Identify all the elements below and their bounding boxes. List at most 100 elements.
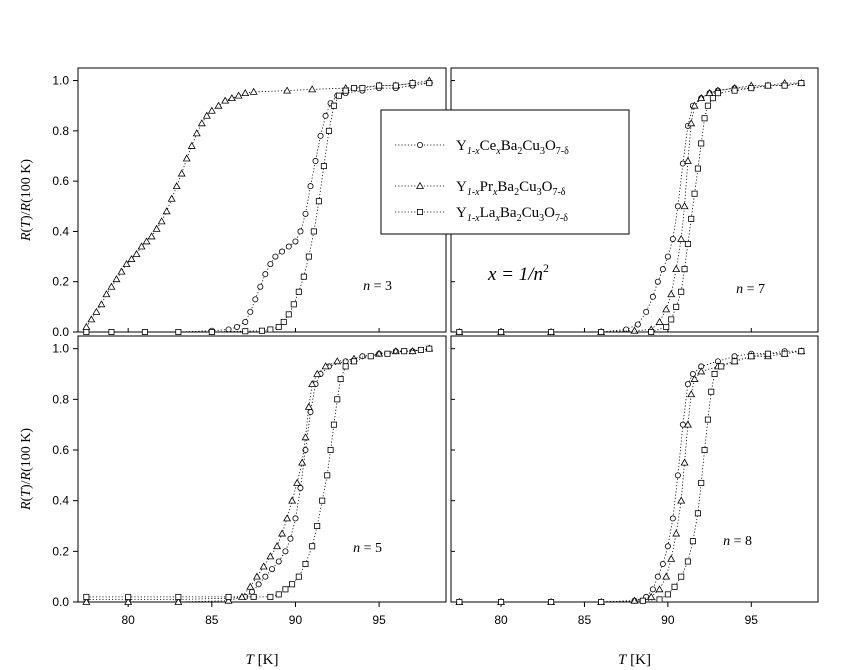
panel-frame (77, 335, 447, 603)
data-point-la (83, 328, 90, 335)
data-point-pr (308, 380, 317, 388)
data-point-pr (680, 202, 689, 210)
data-point-pr (680, 458, 689, 466)
data-point-la (708, 388, 715, 395)
data-point-la (302, 561, 309, 568)
data-point-ce (302, 210, 309, 217)
data-point-ce (322, 112, 329, 119)
data-point-ce (275, 558, 282, 565)
legend-label-sub4: 3 (540, 146, 545, 157)
data-point-pr (137, 242, 146, 250)
data-point-pr (283, 514, 292, 522)
data-point-pr (249, 87, 258, 95)
legend-label-sub2: x (492, 187, 498, 198)
data-point-pr (304, 402, 313, 410)
legend-label-mid: Ba (501, 138, 518, 154)
data-point-la (83, 593, 90, 600)
data-point-la (285, 311, 292, 318)
x-axis-label-t: T (246, 652, 256, 668)
data-point-la (327, 446, 334, 453)
data-point-la (367, 353, 374, 360)
data-point-ce (297, 228, 304, 235)
data-point-ce (649, 586, 656, 593)
legend-label-sub5: 7-δ (556, 146, 569, 157)
data-point-la (376, 82, 383, 89)
data-point-ce (248, 588, 255, 595)
data-point-la (275, 591, 282, 598)
data-point-pr (177, 169, 186, 177)
data-point-pr (162, 207, 171, 215)
data-point-pr (683, 156, 692, 164)
y-tick-label: 0.4 (52, 224, 69, 238)
data-point-pr (142, 237, 151, 245)
data-point-ce (317, 132, 324, 139)
data-point-pr (647, 592, 656, 600)
data-point-pr (182, 154, 191, 162)
y-tick-label: 0.8 (52, 124, 69, 138)
data-point-la (694, 510, 701, 517)
data-point-pr (283, 86, 292, 94)
legend-label-sub2: x (495, 146, 501, 157)
data-point-ce (307, 183, 314, 190)
data-point-pr (192, 129, 201, 137)
data-point-ce (342, 358, 349, 365)
legend-marker (416, 181, 424, 189)
data-point-pr (92, 307, 101, 315)
panels: 0.00.20.40.60.81.0n = 3R(T)/R(100 K)n = … (19, 67, 819, 668)
legend-label-cu: Cu (522, 205, 540, 221)
series-line-pr (459, 350, 802, 603)
y-axis-label-t: T (19, 219, 34, 228)
data-point-la (498, 599, 505, 606)
data-point-la (275, 323, 282, 330)
data-point-pr (308, 85, 317, 93)
data-point-ce (233, 323, 240, 330)
y-axis-label-p1: ( (19, 227, 34, 232)
legend-marker (416, 208, 423, 215)
data-point-pr (321, 362, 330, 370)
data-point-pr (214, 101, 223, 109)
data-point-pr (333, 357, 342, 365)
data-point-la (548, 328, 555, 335)
data-point-ce (659, 266, 666, 273)
data-point-la (709, 95, 716, 102)
data-point-la (748, 353, 755, 360)
y-tick-label: 1.0 (52, 74, 69, 88)
panel-label-n: n (363, 279, 370, 294)
data-point-ce (312, 158, 319, 165)
data-point-la (267, 593, 274, 600)
x-axis-label: T [K] (618, 652, 651, 668)
y-tick-label: 0.2 (52, 544, 69, 558)
data-point-ce (689, 370, 696, 377)
data-point-la (678, 288, 685, 295)
panel-label-value: = 3 (370, 279, 392, 294)
legend-label-sub1: 1-x (467, 187, 480, 198)
x-axis-label-unit: [K] (626, 652, 651, 668)
data-point-la (704, 102, 711, 109)
legend-label-sub3: 2 (514, 187, 519, 198)
data-point-la (664, 591, 671, 598)
panel-n-3: 0.00.20.40.60.81.0n = 3R(T)/R(100 K) (19, 67, 447, 339)
data-point-pr (293, 478, 302, 486)
x-tick-label: 90 (289, 613, 303, 627)
data-point-la (714, 90, 721, 97)
data-point-ce (684, 381, 691, 388)
data-point-la (350, 85, 357, 92)
data-point-ce (674, 472, 681, 479)
data-point-pr (690, 374, 699, 382)
legend-label-main: Y (456, 138, 467, 154)
series-line-la (86, 82, 430, 333)
legend-label-mid: Ba (497, 179, 514, 195)
data-point-ce (654, 573, 661, 580)
data-point-pr (655, 585, 664, 593)
data-point-ce (269, 566, 276, 573)
data-point-la (401, 348, 408, 355)
data-point-pr (687, 119, 696, 127)
data-point-pr (167, 194, 176, 202)
data-point-pr (124, 597, 133, 605)
data-point-la (426, 80, 433, 87)
y-axis-label-p1: ( (19, 496, 34, 501)
data-point-ce (297, 484, 304, 491)
panel-label-value: = 5 (360, 541, 382, 556)
